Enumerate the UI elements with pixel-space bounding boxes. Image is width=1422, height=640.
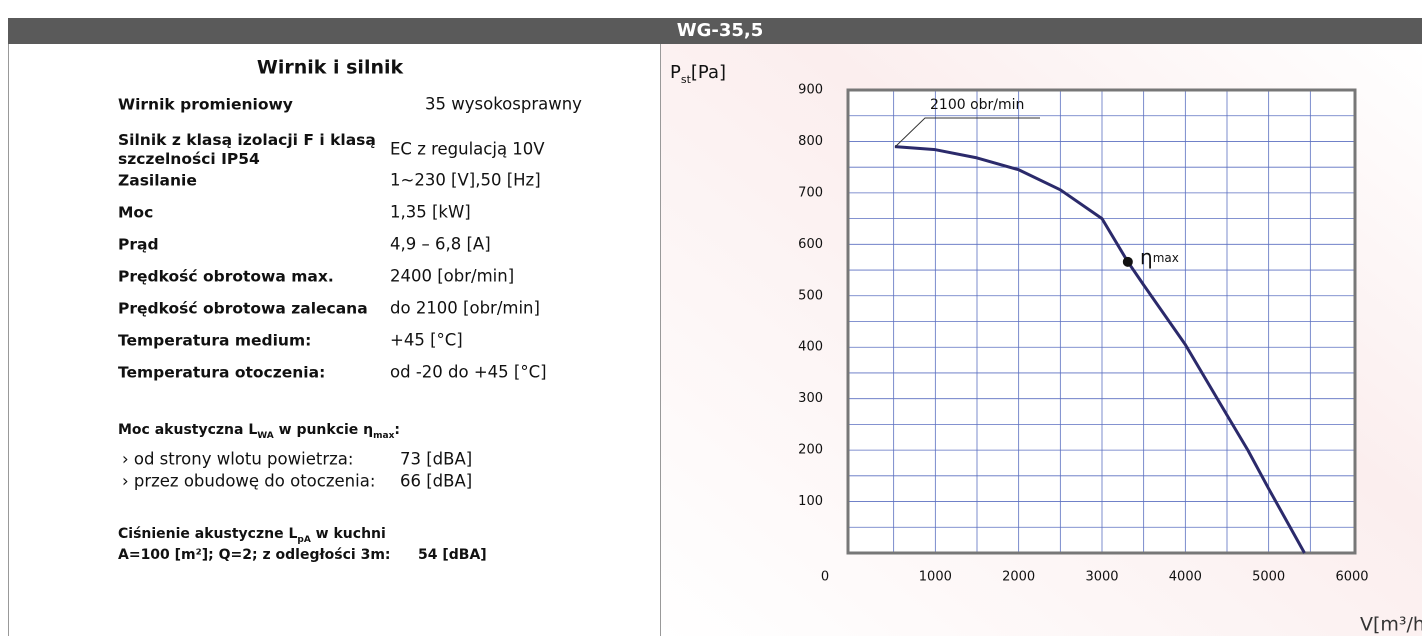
acoustic-label: › przez obudowę do otoczenia: xyxy=(122,472,375,491)
spec-label: Silnik z klasą izolacji F i klasą xyxy=(118,131,376,149)
y-tick-label: 100 xyxy=(798,494,823,509)
y-tick-label: 600 xyxy=(798,237,823,252)
pressure-label: A=100 [m²]; Q=2; z odległości 3m: xyxy=(118,547,391,563)
text: [Pa] xyxy=(691,62,726,83)
acoustic-value: 66 [dBA] xyxy=(400,472,472,491)
spec-label: Prędkość obrotowa zalecana xyxy=(118,300,368,318)
x-tick-label: 6000 xyxy=(1335,570,1368,585)
text: P xyxy=(670,62,681,83)
specs-title: Wirnik i silnik xyxy=(257,57,404,79)
pressure-value: 54 [dBA] xyxy=(418,547,487,563)
spec-value: 2400 [obr/min] xyxy=(390,267,514,286)
spec-value: 4,9 – 6,8 [A] xyxy=(390,235,491,254)
x-tick-label: 4000 xyxy=(1169,570,1202,585)
subscript: max xyxy=(373,431,394,441)
y-tick-label: 400 xyxy=(798,340,823,355)
eta-point xyxy=(1122,256,1133,267)
spec-label: Wirnik promieniowy xyxy=(118,96,293,114)
spec-label: Prąd xyxy=(118,236,159,254)
pressure-heading: Ciśnienie akustyczne LpA w kuchni xyxy=(118,526,386,545)
y-tick-label: 900 xyxy=(798,83,823,98)
curve-label: 2100 obr/min xyxy=(930,97,1024,113)
y-tick-label: 300 xyxy=(798,391,823,406)
spec-label: Zasilanie xyxy=(118,172,197,190)
eta-label: ηmax xyxy=(1140,245,1179,269)
y-tick-label: 700 xyxy=(798,185,823,200)
plot-frame xyxy=(846,88,1357,555)
y-tick-label: 500 xyxy=(798,288,823,303)
spec-value: +45 [°C] xyxy=(390,331,463,350)
acoustic-label: › od strony wlotu powietrza: xyxy=(122,450,353,469)
y-tick-label: 200 xyxy=(798,443,823,458)
header-bar xyxy=(8,18,1422,44)
x-tick-label: 3000 xyxy=(1085,570,1118,585)
spec-value: do 2100 [obr/min] xyxy=(390,299,540,318)
subscript: max xyxy=(1153,251,1179,265)
spec-label: szczelności IP54 xyxy=(118,150,260,168)
spec-label: Prędkość obrotowa max. xyxy=(118,268,334,286)
spec-value: 35 wysokosprawny xyxy=(425,95,582,114)
subscript: pA xyxy=(297,535,310,545)
x-tick-label: 0 xyxy=(821,570,829,585)
x-tick-label: 5000 xyxy=(1252,570,1285,585)
header-title: WG-35,5 xyxy=(677,20,764,41)
spec-value: EC z regulacją 10V xyxy=(390,140,545,159)
text: Moc akustyczna L xyxy=(118,422,257,438)
text: w kuchni xyxy=(311,526,386,542)
spec-value: 1~230 [V],50 [Hz] xyxy=(390,171,541,190)
plot xyxy=(846,88,1357,555)
spec-value: od -20 do +45 [°C] xyxy=(390,363,547,382)
spec-label: Temperatura otoczenia: xyxy=(118,364,325,382)
subscript: WA xyxy=(257,431,274,441)
spec-label: Temperatura medium: xyxy=(118,332,311,350)
text: w punkcie η xyxy=(274,422,373,438)
spec-value: 1,35 [kW] xyxy=(390,203,471,222)
spec-label: Moc xyxy=(118,204,153,222)
subscript: st xyxy=(681,73,692,86)
leader-line xyxy=(894,117,1040,148)
y-axis-title: Pst[Pa] xyxy=(670,62,726,86)
x-tick-label: 1000 xyxy=(919,570,952,585)
acoustic-value: 73 [dBA] xyxy=(400,450,472,469)
x-axis-title: V[m³/h] xyxy=(1360,614,1422,636)
y-tick-label: 800 xyxy=(798,134,823,149)
acoustic-heading: Moc akustyczna LWA w punkcie ηmax: xyxy=(118,422,400,441)
text: : xyxy=(394,422,400,438)
x-tick-label: 2000 xyxy=(1002,570,1035,585)
text: Ciśnienie akustyczne L xyxy=(118,526,297,542)
text: η xyxy=(1140,245,1153,269)
